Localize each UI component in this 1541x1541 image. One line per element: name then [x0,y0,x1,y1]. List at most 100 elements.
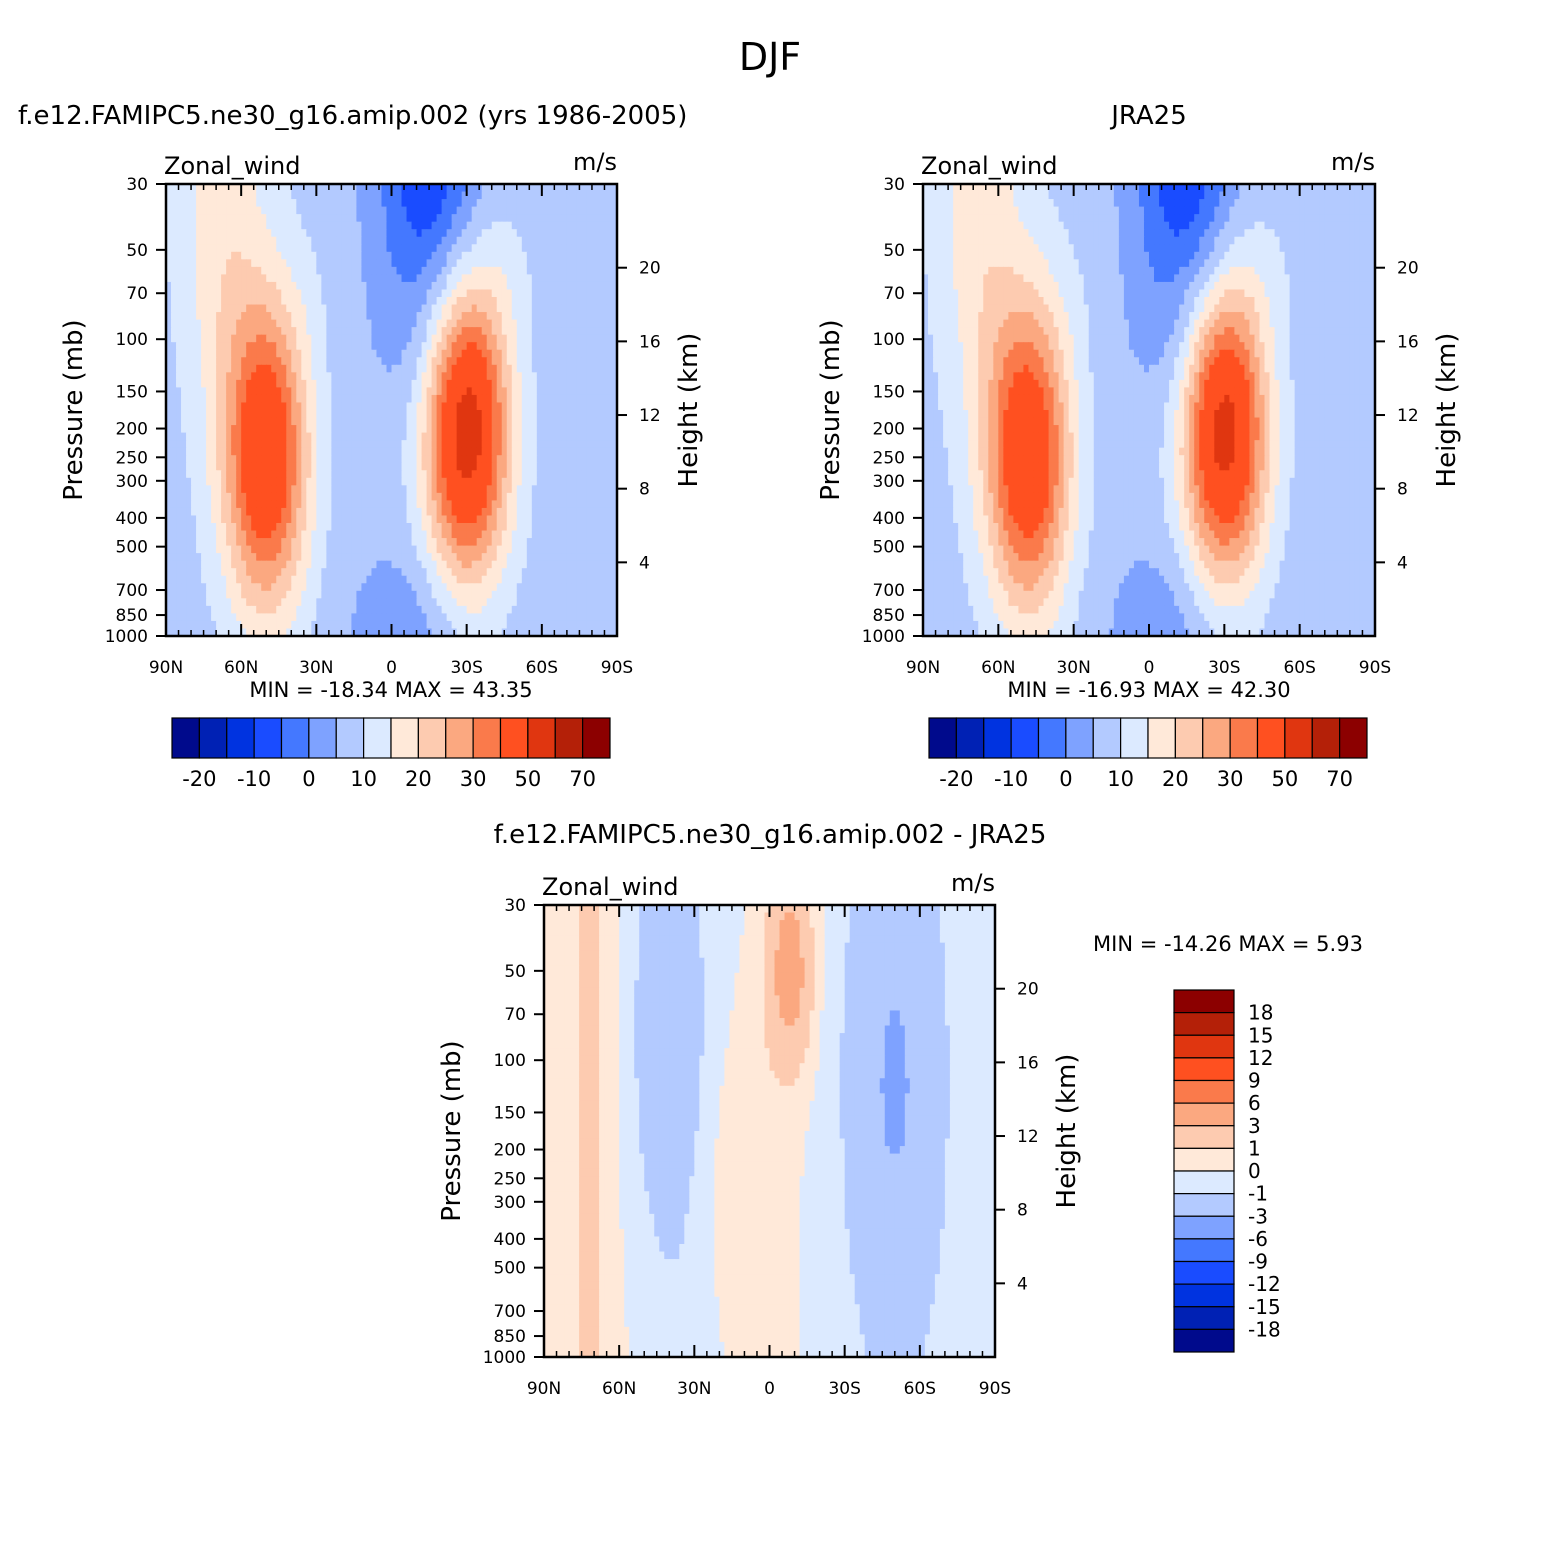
field-cell [516,229,523,238]
field-cell [166,266,172,275]
field-cell [201,560,207,569]
field-cell [236,560,242,569]
field-cell [211,553,217,562]
field-cell [476,372,483,381]
field-cell [526,440,533,449]
field-cell [206,387,212,396]
field-cell [331,199,337,208]
field-cell [371,349,378,358]
field-cell [256,206,262,215]
field-cell [591,417,598,426]
field-cell [311,364,317,373]
field-cell [431,394,438,404]
field-cell [476,515,483,524]
field-cell [491,432,498,441]
field-cell [606,304,613,313]
field-cell [591,349,598,358]
field-cell [611,266,618,275]
field-cell [606,259,613,268]
field-cell [356,319,363,328]
field-cell [576,538,583,547]
field-cell [566,229,573,238]
field-cell [456,266,463,275]
field-cell [611,417,618,426]
field-cell [261,545,267,554]
field-cell [331,334,337,343]
field-cell [571,568,578,577]
field-cell [516,281,523,291]
field-cell [281,417,287,426]
field-cell [281,545,287,554]
field-cell [531,372,538,381]
field-cell [466,244,473,253]
field-cell [491,206,498,215]
field-cell [456,244,463,253]
field-cell [546,575,553,584]
field-cell [231,568,237,577]
field-cell [351,447,358,456]
field-cell [431,327,438,336]
field-cell [401,455,408,464]
field-cell [351,206,358,215]
field-cell [526,485,533,494]
field-cell [556,575,563,584]
field-cell [331,259,337,268]
field-cell [281,598,287,607]
field-cell [306,387,312,396]
field-cell [191,191,197,200]
field-cell [306,342,312,351]
field-cell [496,417,503,426]
field-cell [221,417,227,426]
field-cell [306,402,312,411]
field-cell [471,447,478,456]
field-cell [476,244,483,253]
field-cell [291,244,297,253]
field-cell [556,372,563,381]
field-cell [331,387,337,396]
field-cell [481,372,488,381]
field-cell [501,530,508,539]
field-cell [361,394,368,404]
field-cell [176,455,182,464]
field-cell [486,560,493,569]
field-cell [221,598,227,607]
field-cell [381,523,388,532]
field-cell [576,447,583,456]
field-cell [596,553,603,562]
field-cell [476,523,483,532]
field-cell [351,568,358,577]
field-cell [341,349,347,358]
field-cell [261,410,267,419]
field-cell [246,289,252,298]
field-cell [601,432,608,441]
field-cell [331,184,337,193]
field-cell [596,440,603,449]
field-cell [516,455,523,464]
field-cell [356,432,363,441]
field-cell [351,312,358,321]
field-cell [281,507,287,517]
field-cell [311,553,317,562]
field-cell [256,357,262,366]
field-cell [366,575,373,584]
field-cell [216,477,222,486]
field-cell [486,229,493,238]
field-cell [546,500,553,509]
field-cell [296,236,302,245]
field-cell [481,477,488,486]
field-cell [561,184,568,193]
field-cell [251,553,257,562]
field-cell [536,274,543,283]
field-cell [576,372,583,381]
field-cell [351,266,358,275]
field-cell [426,274,433,283]
field-cell [246,281,252,291]
field-cell [551,568,558,577]
field-cell [281,575,287,584]
field-cell [406,327,413,336]
field-cell [316,523,322,532]
field-cell [336,184,342,193]
field-cell [331,266,337,275]
field-cell [531,394,538,404]
field-cell [321,199,327,208]
